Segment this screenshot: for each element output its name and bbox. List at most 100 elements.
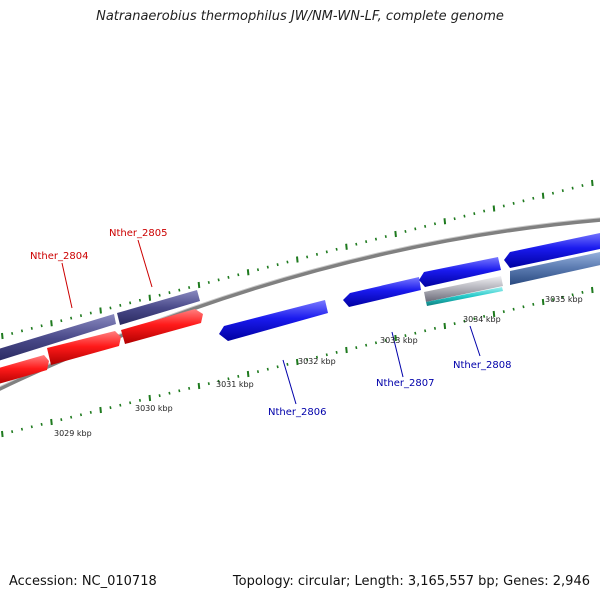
minor-tick [79, 413, 83, 417]
major-tick [492, 205, 496, 212]
minor-tick [483, 314, 486, 318]
gene-arrow-blue [219, 300, 328, 341]
minor-tick [532, 302, 535, 306]
minor-tick [571, 293, 574, 297]
minor-tick [266, 367, 269, 371]
minor-tick [70, 316, 73, 320]
minor-tick [207, 280, 210, 284]
minor-tick [188, 386, 191, 390]
minor-tick [414, 227, 417, 231]
minor-tick [20, 427, 24, 431]
major-tick [99, 406, 102, 414]
minor-tick [79, 314, 83, 318]
minor-tick [374, 341, 378, 345]
gene-label: Nther_2805 [109, 228, 167, 239]
minor-tick [384, 235, 387, 239]
major-tick [296, 256, 299, 263]
minor-tick [335, 247, 338, 251]
minor-tick [89, 311, 92, 315]
minor-tick [512, 201, 515, 205]
major-tick [443, 322, 447, 330]
major-tick [492, 310, 496, 318]
minor-tick [129, 301, 132, 305]
minor-tick [40, 324, 43, 328]
minor-tick [276, 365, 279, 369]
minor-tick [424, 329, 427, 333]
gene-label: Nther_2804 [30, 251, 88, 262]
minor-tick [217, 278, 220, 282]
major-tick [50, 418, 53, 426]
kbp-label: 3034 kbp [463, 315, 501, 324]
major-tick [1, 430, 4, 438]
minor-tick [129, 401, 132, 405]
minor-tick [178, 288, 181, 292]
kbp-label: 3029 kbp [54, 429, 92, 438]
major-tick [541, 298, 545, 306]
minor-tick [335, 350, 338, 354]
map-title: Natranaerobius thermophilus JW/NM-WN-LF,… [96, 9, 504, 24]
minor-tick [433, 222, 437, 226]
minor-tick [119, 403, 122, 407]
minor-tick [502, 310, 505, 314]
minor-tick [20, 329, 24, 333]
major-tick [148, 394, 152, 402]
minor-tick [453, 322, 456, 326]
minor-tick [551, 191, 555, 195]
major-tick [1, 332, 4, 340]
topology-label: Topology: circular; Length: 3,165,557 bp… [232, 574, 590, 589]
minor-tick [512, 307, 515, 311]
minor-tick [109, 306, 112, 310]
minor-tick [502, 204, 505, 208]
minor-tick [30, 425, 33, 429]
minor-tick [138, 398, 142, 402]
minor-tick [286, 362, 289, 366]
minor-tick [355, 242, 358, 246]
minor-tick [188, 286, 191, 290]
gene-label: Nther_2806 [268, 407, 326, 418]
minor-tick [463, 319, 466, 323]
gene-arrow-cyan [426, 287, 503, 306]
kbp-label: 3031 kbp [216, 380, 254, 389]
gene-arrow-purple [0, 314, 116, 361]
minor-tick [424, 224, 427, 228]
gene-label: Nther_2808 [453, 360, 511, 371]
minor-tick [89, 410, 92, 414]
major-tick [591, 179, 594, 187]
major-tick [345, 243, 348, 250]
minor-tick [138, 298, 142, 302]
minor-tick [404, 334, 407, 338]
label-leaders [61, 239, 481, 405]
minor-tick [256, 370, 260, 374]
gene-arrow-blue [419, 257, 501, 287]
gene-arrow-purple [117, 290, 200, 325]
gene-arrow-red [47, 331, 121, 365]
minor-tick [217, 379, 220, 383]
major-tick [394, 230, 397, 238]
minor-tick [532, 196, 535, 200]
minor-tick [286, 260, 289, 264]
kbp-label: 3033 kbp [380, 336, 418, 345]
minor-tick [60, 418, 63, 422]
kbp-label: 3030 kbp [135, 404, 173, 413]
minor-tick [325, 250, 328, 254]
minor-tick [473, 317, 476, 321]
minor-tick [453, 217, 456, 221]
minor-tick [581, 184, 584, 188]
minor-tick [207, 382, 210, 386]
minor-tick [414, 331, 417, 335]
major-tick [50, 320, 53, 327]
minor-tick [315, 252, 319, 256]
gene-arrow-steel [510, 252, 600, 285]
minor-tick [227, 377, 230, 381]
inner-tick-row [1, 286, 594, 438]
minor-tick [463, 214, 466, 218]
minor-tick [365, 240, 368, 244]
minor-tick [30, 326, 33, 330]
minor-tick [522, 199, 525, 203]
minor-tick [473, 212, 476, 216]
minor-tick [374, 237, 378, 241]
minor-tick [11, 331, 14, 335]
minor-tick [237, 374, 240, 378]
minor-tick [561, 295, 564, 299]
